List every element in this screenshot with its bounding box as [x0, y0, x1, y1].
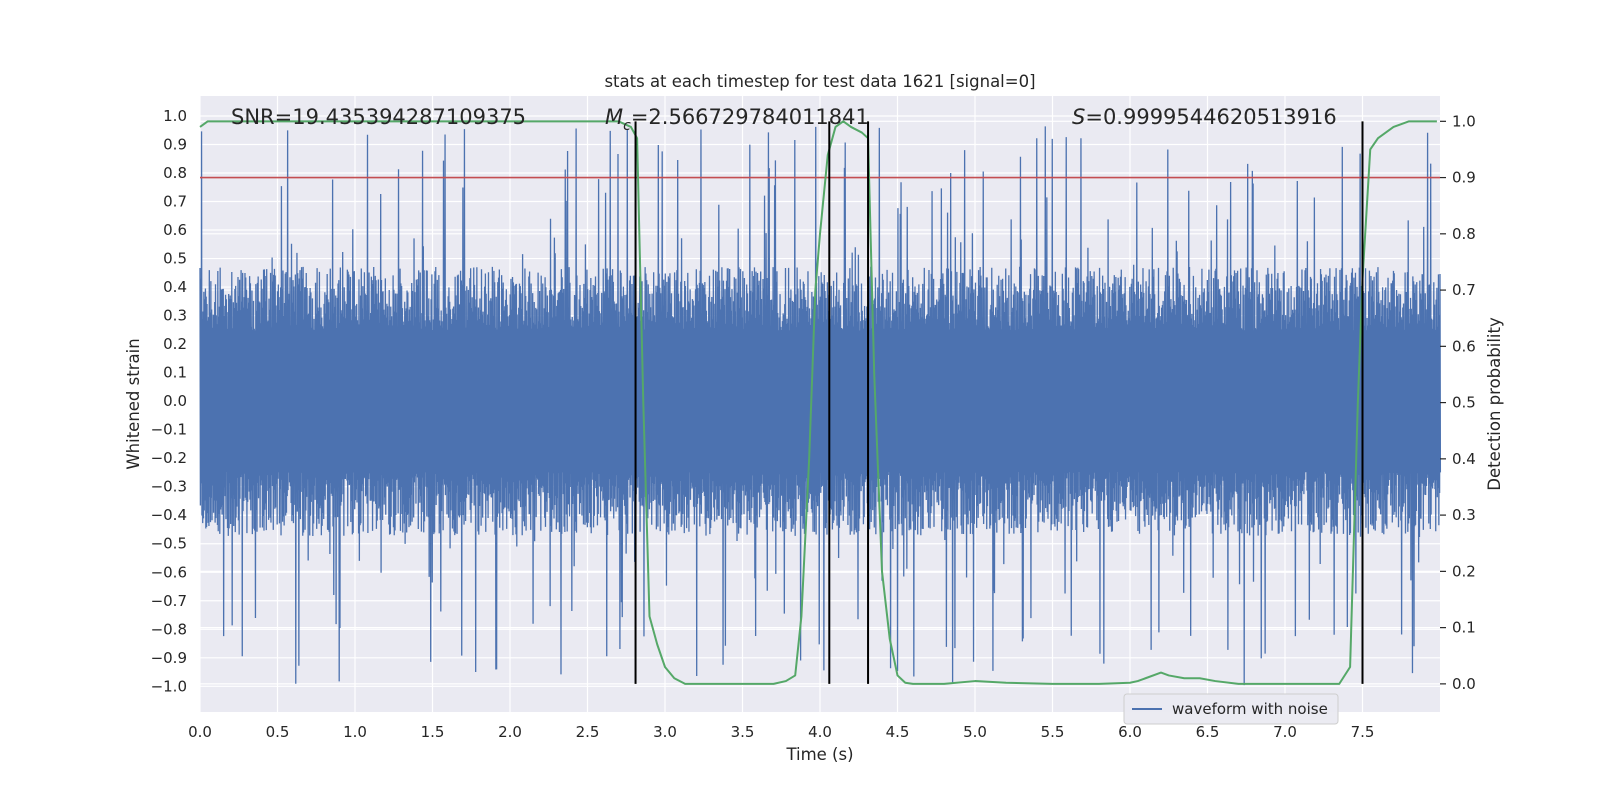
- x-tick-label: 2.0: [498, 723, 522, 741]
- left-y-tick-label: 0.1: [163, 364, 187, 382]
- legend: waveform with noise: [1123, 693, 1339, 725]
- x-tick-label: 5.0: [963, 723, 987, 741]
- x-tick-label: 1.5: [421, 723, 445, 741]
- vertical-markers: [634, 121, 1364, 684]
- left-y-tick-label: 0.2: [163, 335, 187, 353]
- left-y-tick-label: 0.7: [163, 193, 187, 211]
- x-axis-label: Time (s): [785, 745, 853, 764]
- series-detection-probability: [199, 120, 1437, 685]
- left-y-tick-label: −0.9: [151, 649, 187, 667]
- x-tick-label: 4.0: [808, 723, 832, 741]
- right-y-tick-label: 1.0: [1452, 112, 1476, 130]
- left-y-tick-label: −0.4: [151, 506, 187, 524]
- right-y-tick-label: 0.1: [1452, 619, 1476, 637]
- chirp-mass-subscript: c: [623, 118, 631, 134]
- x-tick-label: 6.5: [1196, 723, 1220, 741]
- chirp-mass-annotation: Mc=2.566729784011841: [605, 105, 869, 134]
- right-y-tick-label: 0.9: [1452, 169, 1476, 187]
- left-y-tick-label: 0.5: [163, 250, 187, 268]
- left-y-tick-label: −0.2: [151, 449, 187, 467]
- x-tick-label: 0.0: [188, 723, 212, 741]
- left-y-tick-labels: 1.0 0.9 0.8 0.7 0.6 0.5 0.4 0.3 0.2 0.1 0.0 −0.1 −0.…: [151, 107, 187, 695]
- left-y-tick-label: 0.0: [163, 392, 187, 410]
- right-y-axis-label: Detection probability: [1485, 317, 1504, 491]
- s-value: =0.9999544620513916: [1085, 105, 1336, 129]
- left-y-tick-label: 0.6: [163, 221, 187, 239]
- x-tick-label: 3.0: [653, 723, 677, 741]
- left-y-tick-label: −1.0: [151, 677, 187, 695]
- x-tick-label: 1.0: [343, 723, 367, 741]
- left-y-tick-label: 0.3: [163, 307, 187, 325]
- right-y-tick-label: 0.2: [1452, 562, 1476, 580]
- left-y-tick-label: 0.4: [163, 278, 187, 296]
- legend-label-waveform: waveform with noise: [1172, 700, 1328, 718]
- x-tick-label: 4.5: [886, 723, 910, 741]
- snr-annotation: SNR=19.435394287109375: [231, 105, 526, 129]
- right-y-tick-label: 0.5: [1452, 394, 1476, 412]
- right-y-tick-label: 0.0: [1452, 675, 1476, 693]
- right-y-tick-labels: 1.0 0.9 0.8 0.7 0.6 0.5 0.4 0.3 0.2 0.1 0.0: [1440, 112, 1476, 693]
- x-tick-label: 6.0: [1118, 723, 1142, 741]
- x-tick-label: 0.5: [266, 723, 290, 741]
- right-y-tick-label: 0.4: [1452, 450, 1476, 468]
- chirp-mass-value: =2.566729784011841: [631, 105, 869, 129]
- left-y-tick-label: 0.8: [163, 164, 187, 182]
- left-y-tick-label: −0.5: [151, 535, 187, 553]
- x-tick-label: 3.5: [731, 723, 755, 741]
- legend-box: [1123, 693, 1339, 725]
- x-tick-labels: 0.0 0.5 1.0 1.5 2.0 2.5 3.0 3.5 4.0 4.5 5.0 5.5 6.0 6…: [188, 723, 1374, 741]
- s-symbol: S: [1072, 105, 1085, 129]
- s-annotation: S=0.9999544620513916: [1072, 105, 1337, 129]
- right-y-tick-label: 0.3: [1452, 506, 1476, 524]
- right-y-tick-label: 0.6: [1452, 337, 1476, 355]
- x-tick-label: 7.0: [1273, 723, 1297, 741]
- chart-title: stats at each timestep for test data 162…: [604, 72, 1035, 91]
- left-y-tick-label: 1.0: [163, 107, 187, 125]
- right-y-tick-label: 0.7: [1452, 281, 1476, 299]
- x-tick-label: 2.5: [576, 723, 600, 741]
- waveform-band: [200, 330, 1440, 472]
- left-y-tick-label: −0.1: [151, 421, 187, 439]
- chirp-mass-symbol: M: [605, 105, 623, 129]
- x-tick-label: 5.5: [1041, 723, 1065, 741]
- left-y-tick-label: −0.6: [151, 563, 187, 581]
- x-tick-label: 7.5: [1351, 723, 1375, 741]
- left-y-axis-label: Whitened strain: [124, 338, 143, 469]
- left-y-tick-label: −0.7: [151, 592, 187, 610]
- left-y-tick-label: −0.3: [151, 478, 187, 496]
- left-y-tick-label: 0.9: [163, 135, 187, 153]
- series-waveform-with-noise: [199, 126, 1442, 686]
- left-y-tick-label: −0.8: [151, 620, 187, 638]
- detection-probability-line: [199, 120, 1437, 685]
- right-y-tick-label: 0.8: [1452, 225, 1476, 243]
